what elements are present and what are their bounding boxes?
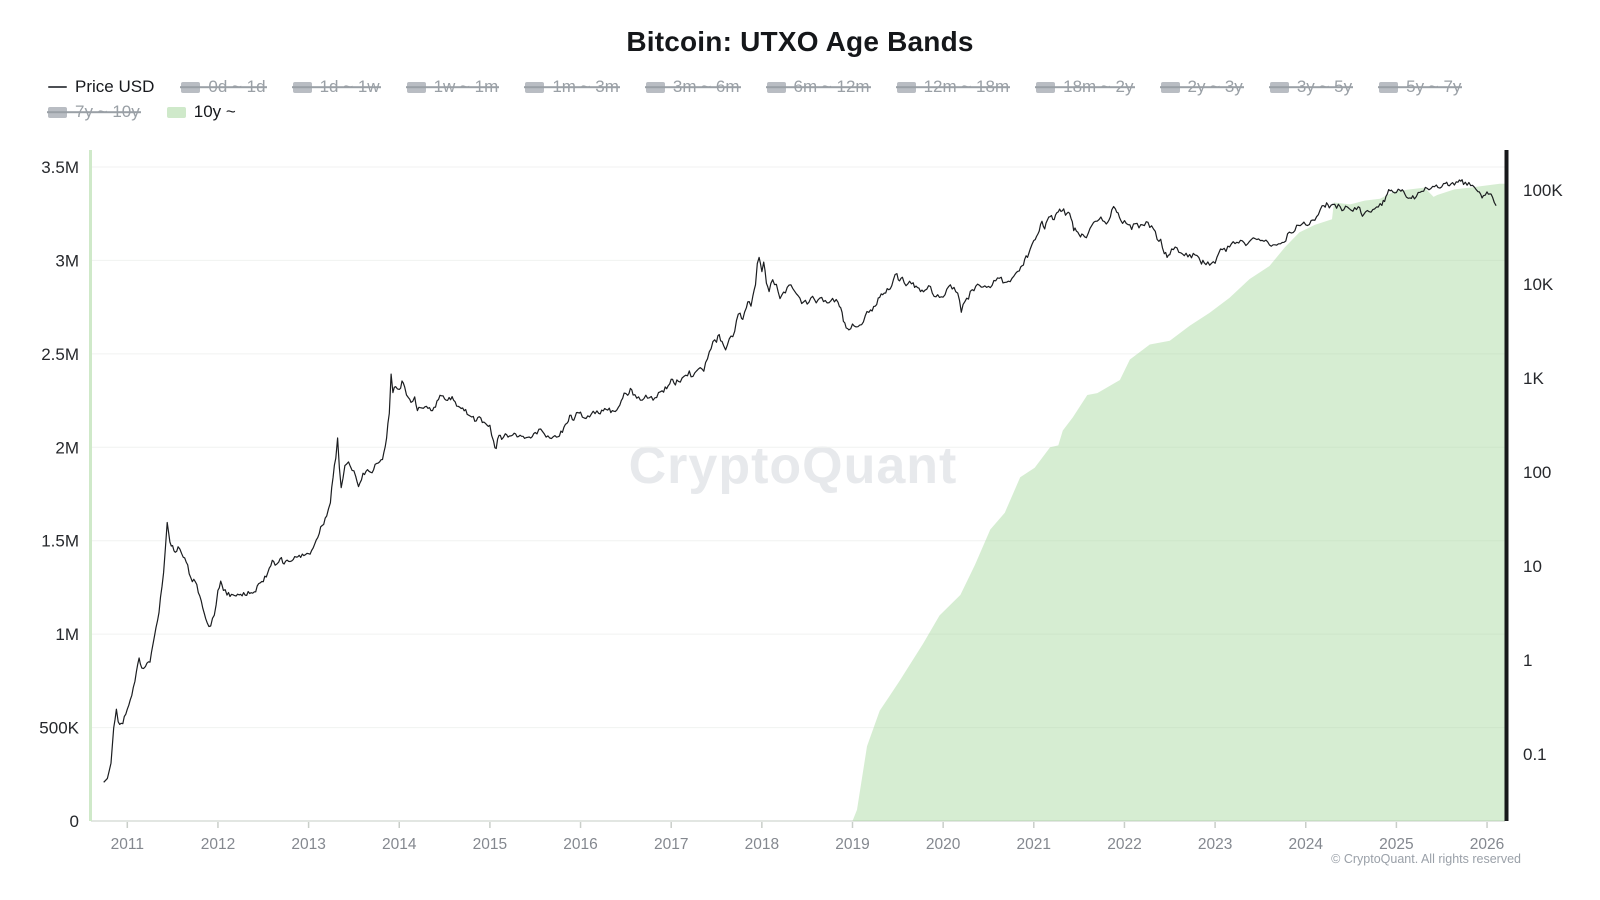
legend-band-swatch bbox=[1160, 81, 1180, 93]
legend-item-label: 18m ~ 2y bbox=[1063, 77, 1134, 96]
legend-band-swatch bbox=[645, 81, 665, 93]
left-axis-tick-label: 500K bbox=[39, 719, 79, 738]
legend-item-0d-1d[interactable]: 0d ~ 1d bbox=[181, 77, 266, 97]
x-axis-year-label: 2014 bbox=[382, 836, 417, 853]
legend-item-label: 1w ~ 1m bbox=[433, 77, 499, 96]
x-axis-year-label: 2013 bbox=[291, 836, 325, 853]
legend-item-6m-12m[interactable]: 6m ~ 12m bbox=[766, 77, 870, 97]
left-axis-tick-label: 3.5M bbox=[41, 158, 79, 177]
legend-item-label: 5y ~ 7y bbox=[1406, 77, 1462, 96]
left-axis-tick-label: 3M bbox=[55, 251, 79, 270]
utxo-10y-area bbox=[852, 183, 1505, 822]
legend-band-swatch bbox=[292, 81, 312, 93]
legend-item-label: 10y ~ bbox=[193, 102, 236, 121]
legend-item-7y-10y[interactable]: 7y ~ 10y bbox=[48, 102, 140, 122]
x-axis-year-label: 2021 bbox=[1017, 836, 1051, 853]
x-axis-year-label: 2026 bbox=[1470, 836, 1504, 853]
legend-item-label: 6m ~ 12m bbox=[793, 77, 870, 96]
legend-band-swatch bbox=[1036, 81, 1056, 93]
legend-band-swatch bbox=[181, 81, 201, 93]
right-axis-tick-label: 10 bbox=[1523, 557, 1542, 576]
right-axis-tick-label: 100 bbox=[1523, 463, 1551, 482]
legend-band-swatch bbox=[896, 81, 916, 93]
legend-item-2y-3y[interactable]: 2y ~ 3y bbox=[1160, 77, 1243, 97]
left-axis-tick-label: 2.5M bbox=[41, 345, 79, 364]
legend-item-label: 12m ~ 18m bbox=[923, 77, 1010, 96]
x-axis-year-label: 2023 bbox=[1198, 836, 1232, 853]
price-usd-line bbox=[103, 179, 1497, 783]
left-axis-tick-label: 2M bbox=[55, 438, 79, 457]
right-axis-tick-label: 100K bbox=[1523, 181, 1563, 200]
legend-band-swatch bbox=[525, 81, 545, 93]
x-axis-year-label: 2022 bbox=[1107, 836, 1141, 853]
legend-item-1m-3m[interactable]: 1m ~ 3m bbox=[525, 77, 619, 97]
x-axis-year-label: 2012 bbox=[201, 836, 235, 853]
watermark: CryptoQuant bbox=[628, 437, 958, 495]
legend-item-label: 1d ~ 1w bbox=[319, 77, 380, 96]
legend-band-swatch bbox=[48, 106, 67, 118]
left-axis-tick-label: 1M bbox=[55, 625, 79, 644]
legend-band-swatch bbox=[1269, 81, 1289, 93]
legend-item-3y-5y[interactable]: 3y ~ 5y bbox=[1269, 77, 1353, 97]
x-axis-year-label: 2020 bbox=[926, 836, 961, 853]
legend-band-swatch bbox=[766, 81, 786, 93]
page-title: Bitcoin: UTXO Age Bands bbox=[626, 26, 974, 57]
x-axis-year-label: 2025 bbox=[1379, 836, 1413, 853]
legend: Price USD 0d ~ 1d 1d ~ 1w 1w ~ 1m 1m ~ 3m 3m … bbox=[48, 77, 1520, 122]
x-axis-year-label: 2015 bbox=[473, 836, 507, 853]
right-axis-tick-label: 0.1 bbox=[1523, 745, 1547, 764]
legend-item-1d-1w[interactable]: 1d ~ 1w bbox=[292, 77, 380, 97]
legend-item-label: 3m ~ 6m bbox=[672, 77, 740, 96]
legend-item-label: 2y ~ 3y bbox=[1187, 77, 1243, 96]
x-axis-year-label: 2019 bbox=[835, 836, 869, 853]
copyright-text: © CryptoQuant. All rights reserved bbox=[1331, 852, 1521, 866]
left-axis-tick-label: 0 bbox=[70, 812, 79, 831]
legend-line-swatch bbox=[48, 85, 67, 89]
right-axis-tick-label: 10K bbox=[1523, 275, 1554, 294]
legend-item-price-usd[interactable]: Price USD bbox=[48, 77, 154, 97]
legend-band-swatch bbox=[166, 106, 186, 118]
legend-band-swatch bbox=[406, 81, 426, 93]
x-axis-year-label: 2024 bbox=[1289, 836, 1324, 853]
right-axis-tick-label: 1K bbox=[1523, 369, 1544, 388]
legend-item-12m-18m[interactable]: 12m ~ 18m bbox=[896, 77, 1010, 97]
legend-item-1w-1m[interactable]: 1w ~ 1m bbox=[406, 77, 499, 97]
x-axis-year-label: 2017 bbox=[654, 836, 688, 853]
x-axis-year-label: 2016 bbox=[563, 836, 597, 853]
legend-item-18m-2y[interactable]: 18m ~ 2y bbox=[1036, 77, 1134, 97]
legend-band-swatch bbox=[1379, 81, 1399, 93]
legend-item-label: Price USD bbox=[75, 77, 155, 96]
legend-item-10y[interactable]: 10y ~ bbox=[166, 102, 236, 122]
legend-item-label: 7y ~ 10y bbox=[75, 102, 140, 121]
legend-item-5y-7y[interactable]: 5y ~ 7y bbox=[1379, 77, 1461, 97]
legend-item-3m-6m[interactable]: 3m ~ 6m bbox=[645, 77, 740, 97]
right-axis-tick-label: 1 bbox=[1523, 651, 1532, 670]
legend-item-label: 3y ~ 5y bbox=[1296, 77, 1353, 96]
legend-item-label: 1m ~ 3m bbox=[552, 77, 619, 96]
x-axis-year-label: 2011 bbox=[111, 836, 144, 853]
left-axis-tick-label: 1.5M bbox=[41, 532, 79, 551]
legend-item-label: 0d ~ 1d bbox=[208, 77, 266, 96]
x-axis-year-label: 2018 bbox=[745, 836, 779, 853]
